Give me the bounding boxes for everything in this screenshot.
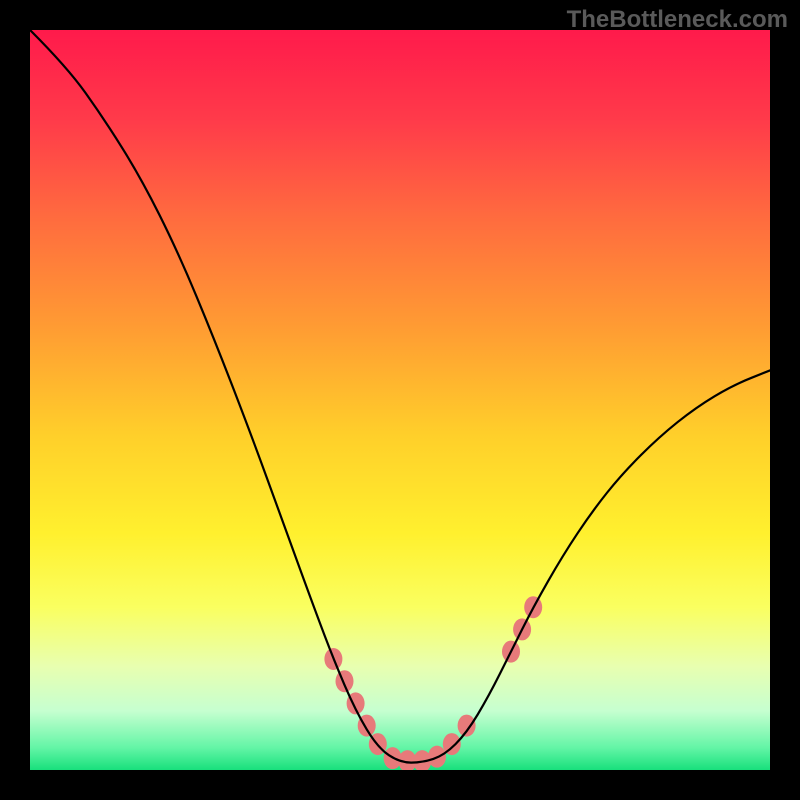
plot-svg xyxy=(30,30,770,770)
chart-frame: TheBottleneck.com xyxy=(0,0,800,800)
marker-dot xyxy=(458,715,476,737)
marker-dot xyxy=(336,670,354,692)
plot-area xyxy=(30,30,770,770)
gradient-background xyxy=(30,30,770,770)
